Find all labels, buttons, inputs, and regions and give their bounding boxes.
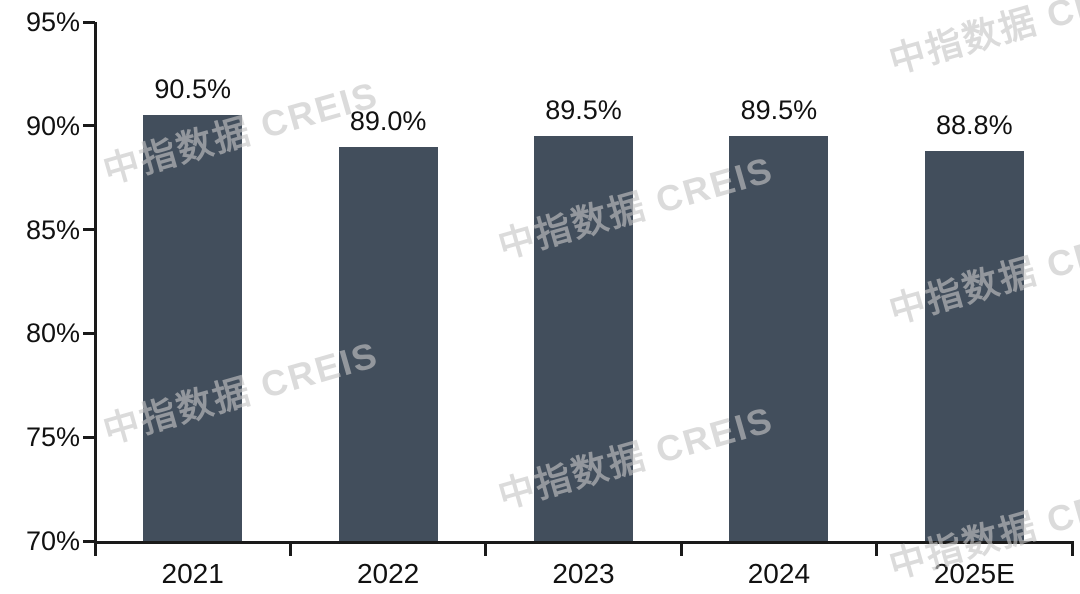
bar — [729, 136, 829, 541]
x-category-label: 2025E — [933, 558, 1015, 589]
x-category-label: 2024 — [747, 558, 811, 589]
y-tick — [83, 228, 95, 232]
y-tick — [83, 124, 95, 128]
bar-value-label: 88.8% — [936, 109, 1013, 140]
y-tick-label: 80% — [25, 318, 80, 349]
watermark-text: 中指数据 CREIS — [884, 0, 1080, 82]
bar — [534, 136, 633, 541]
x-category-label: 2022 — [356, 558, 420, 589]
x-tick — [679, 544, 683, 556]
bar — [143, 115, 243, 541]
bar-value-label: 89.5% — [545, 95, 622, 126]
x-category-label: 2021 — [161, 558, 224, 589]
x-tick — [484, 544, 488, 556]
y-tick-label: 90% — [25, 110, 80, 141]
y-tick-label: 95% — [25, 7, 80, 37]
bar — [338, 146, 438, 541]
bar-value-label: 89.0% — [349, 105, 427, 136]
y-tick — [83, 331, 95, 335]
x-tick — [1070, 544, 1074, 556]
x-tick — [875, 544, 879, 556]
y-tick-label: 85% — [25, 214, 80, 245]
x-tick — [93, 544, 97, 556]
bar-value-label: 90.5% — [154, 74, 231, 105]
x-axis-line — [93, 541, 1074, 544]
y-tick — [83, 539, 95, 543]
y-tick — [83, 435, 95, 439]
x-category-label: 2023 — [552, 558, 615, 589]
y-tick-label: 70% — [25, 526, 80, 556]
y-tick-label: 75% — [25, 422, 80, 453]
y-axis-line — [93, 22, 97, 544]
bar-value-label: 89.5% — [740, 95, 818, 126]
bar — [924, 150, 1024, 541]
y-tick — [83, 20, 95, 24]
x-tick — [288, 544, 292, 556]
